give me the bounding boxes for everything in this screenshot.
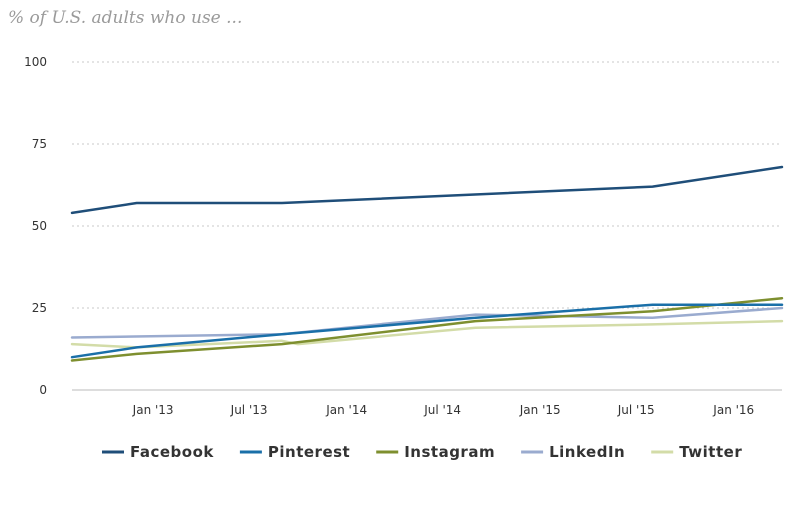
y-tick-label: 100 (24, 55, 47, 69)
legend-label: Pinterest (268, 443, 350, 461)
x-tick-label: Jan '13 (132, 403, 174, 417)
x-tick-label: Jul '15 (617, 403, 655, 417)
legend-item-twitter[interactable]: Twitter (651, 443, 742, 461)
series-line-pinterest (70, 303, 784, 359)
series-lines (70, 165, 784, 362)
legend-item-instagram[interactable]: Instagram (376, 443, 495, 461)
x-tick-label: Jan '14 (325, 403, 367, 417)
series-line-instagram (70, 296, 784, 362)
legend: Facebook Pinterest Instagram LinkedIn Twitte… (102, 443, 742, 461)
y-tick-label: 75 (32, 137, 47, 151)
x-tick-label: Jan '16 (712, 403, 754, 417)
legend-item-facebook[interactable]: Facebook (102, 443, 214, 461)
legend-item-pinterest[interactable]: Pinterest (239, 443, 350, 461)
legend-label: Instagram (404, 443, 495, 461)
gridlines (72, 61, 782, 391)
y-axis-ticks: 0 25 50 75 100 (24, 55, 47, 397)
legend-item-linkedin[interactable]: LinkedIn (521, 443, 625, 461)
legend-label: Facebook (130, 443, 214, 461)
series-line-linkedin (70, 306, 784, 339)
series-line-facebook (70, 165, 784, 215)
x-tick-label: Jul '13 (230, 403, 268, 417)
y-tick-label: 0 (39, 383, 47, 397)
legend-label: LinkedIn (549, 443, 625, 461)
x-tick-label: Jul '14 (423, 403, 461, 417)
x-tick-label: Jan '15 (519, 403, 561, 417)
y-tick-label: 50 (32, 219, 47, 233)
chart-title: % of U.S. adults who use ... (8, 8, 243, 28)
y-tick-label: 25 (32, 301, 47, 315)
legend-label: Twitter (679, 443, 742, 461)
x-axis-ticks: Jan '13 Jul '13 Jan '14 Jul '14 Jan '15 Jul '… (132, 403, 755, 417)
